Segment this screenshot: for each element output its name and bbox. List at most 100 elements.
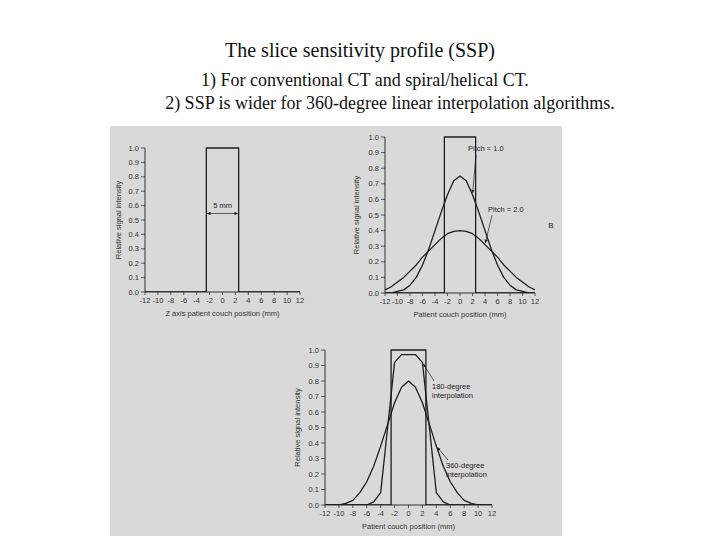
x-tick-label: 10 — [283, 296, 291, 305]
x-tick — [394, 505, 395, 508]
x-tick-label: 2 — [420, 509, 424, 518]
y-tick — [141, 162, 145, 163]
label-arrow — [473, 155, 476, 193]
y-tick — [141, 220, 145, 221]
series-label: Pitch = 2.0 — [488, 205, 524, 214]
x-tick-label: 12 — [296, 296, 304, 305]
x-tick — [380, 505, 381, 508]
x-tick — [385, 293, 386, 296]
y-tick — [141, 263, 145, 264]
series-label-line: interpolation — [446, 470, 487, 479]
series-label-line: 180-degree — [432, 382, 470, 391]
y-tick — [381, 277, 385, 278]
y-tick-label: 0.6 — [309, 408, 319, 417]
y-tick — [381, 230, 385, 231]
x-tick-label: -6 — [363, 509, 370, 518]
dimension-arrow — [207, 213, 237, 214]
y-tick — [141, 248, 145, 249]
x-tick — [325, 505, 326, 508]
x-tick — [472, 293, 473, 296]
y-tick — [141, 176, 145, 177]
series-label: Pitch = 1.0 — [468, 144, 504, 153]
y-tick-label: 0.5 — [129, 216, 139, 225]
x-tick — [436, 505, 437, 508]
y-tick — [141, 234, 145, 235]
series-line — [145, 148, 300, 292]
x-axis-title: Patient couch position (mm) — [414, 310, 507, 319]
chart: 0.00.10.20.30.40.50.60.70.80.91.0-12-10-… — [114, 144, 304, 318]
x-tick-label: 2 — [470, 297, 474, 306]
slide-point: 2) SSP is wider for 360-degree linear in… — [165, 93, 615, 114]
plot-area — [325, 350, 492, 505]
series-label: 360-degreeinterpolation — [446, 461, 487, 479]
y-tick — [141, 148, 145, 149]
x-tick — [235, 292, 236, 295]
x-tick-label: 6 — [259, 296, 263, 305]
plot-area — [145, 148, 300, 292]
annotation: B — [548, 221, 553, 230]
series-line — [385, 137, 535, 293]
x-tick-label: 2 — [233, 296, 237, 305]
x-tick — [535, 293, 536, 296]
y-tick — [141, 277, 145, 278]
x-tick — [410, 293, 411, 296]
x-tick-label: -8 — [167, 296, 174, 305]
y-tick — [321, 489, 325, 490]
y-tick-label: 0.0 — [129, 288, 139, 297]
x-tick-label: -2 — [391, 509, 398, 518]
chart: 0.00.10.20.30.40.50.60.70.80.91.0-12-10-… — [352, 133, 554, 319]
x-tick — [522, 293, 523, 296]
y-tick — [381, 293, 385, 294]
y-tick-label: 0.4 — [369, 226, 379, 235]
x-tick-label: -6 — [419, 297, 426, 306]
x-tick-label: -12 — [380, 297, 391, 306]
figure-panel — [110, 126, 562, 536]
series-label-line: 360-degree — [446, 461, 484, 470]
y-tick-label: 0.5 — [369, 211, 379, 220]
y-tick-label: 0.6 — [129, 201, 139, 210]
x-tick-label: 6 — [448, 509, 452, 518]
x-tick-label: -10 — [392, 297, 403, 306]
x-tick-label: -2 — [444, 297, 451, 306]
x-tick-label: -6 — [180, 296, 187, 305]
x-tick — [497, 293, 498, 296]
y-tick-label: 0.5 — [309, 423, 319, 432]
x-tick — [209, 292, 210, 295]
x-tick — [447, 293, 448, 296]
x-tick — [196, 292, 197, 295]
y-tick-label: 0.8 — [129, 172, 139, 181]
y-tick-label: 0.4 — [129, 230, 139, 239]
y-tick-label: 0.7 — [309, 392, 319, 401]
x-tick-label: -8 — [407, 297, 414, 306]
x-tick — [422, 293, 423, 296]
y-tick-label: 0.0 — [369, 289, 379, 298]
y-tick — [321, 427, 325, 428]
y-tick-label: 0.3 — [129, 244, 139, 253]
x-tick-label: -10 — [152, 296, 163, 305]
x-tick — [261, 292, 262, 295]
x-tick-label: 12 — [531, 297, 539, 306]
y-tick — [141, 191, 145, 192]
x-tick — [422, 505, 423, 508]
x-tick — [492, 505, 493, 508]
x-axis-title: Patient couch position (mm) — [362, 522, 455, 531]
slide-title: The slice sensitivity profile (SSP) — [225, 39, 495, 62]
y-tick — [321, 412, 325, 413]
x-tick-label: 6 — [495, 297, 499, 306]
series-label-line: interpolation — [432, 391, 473, 400]
y-tick-label: 0.8 — [309, 377, 319, 386]
series-line — [385, 231, 535, 290]
slide-point: 1) For conventional CT and spiral/helica… — [201, 70, 529, 91]
y-tick-label: 0.9 — [369, 148, 379, 157]
y-tick — [141, 205, 145, 206]
y-tick-label: 0.2 — [369, 257, 379, 266]
y-tick-label: 0.0 — [309, 501, 319, 510]
x-tick — [170, 292, 171, 295]
x-tick-label: -4 — [377, 509, 384, 518]
y-tick-label: 0.4 — [309, 439, 319, 448]
x-tick-label: -8 — [349, 509, 356, 518]
x-tick — [464, 505, 465, 508]
y-tick — [321, 396, 325, 397]
x-tick-label: 0 — [406, 509, 410, 518]
y-tick — [381, 261, 385, 262]
